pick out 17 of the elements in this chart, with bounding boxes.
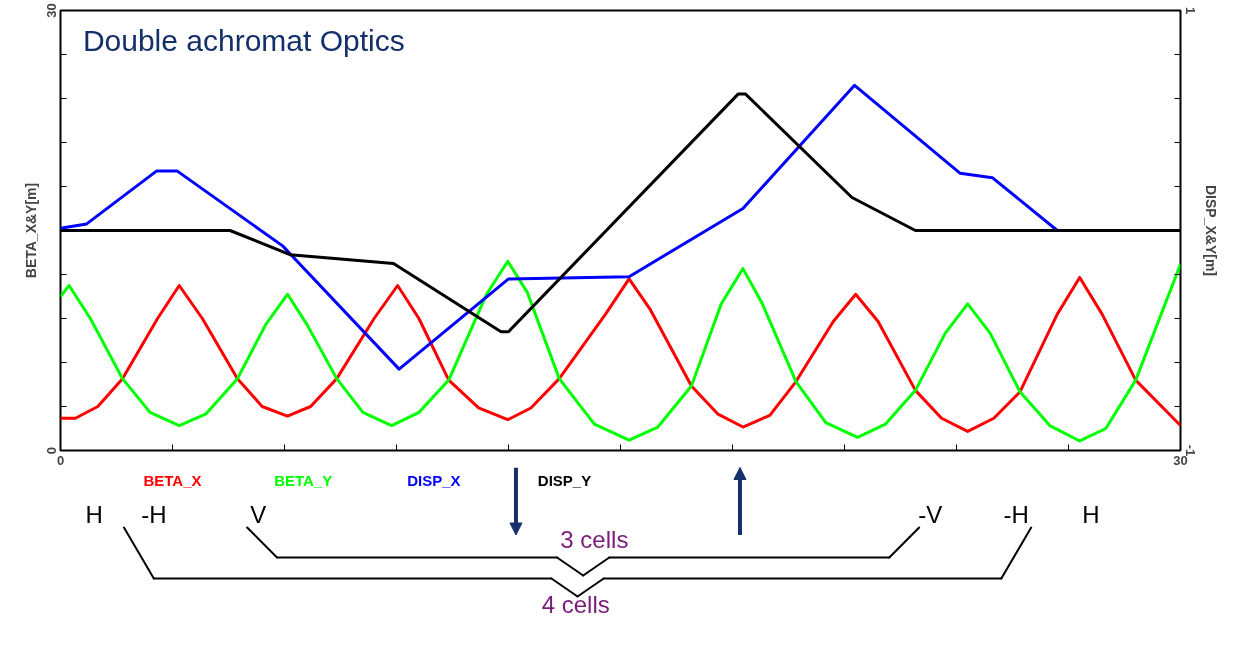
text: 4 cells xyxy=(541,590,610,618)
text: -H xyxy=(141,500,167,528)
text: DISP_X xyxy=(407,471,461,489)
text: -H xyxy=(1003,500,1029,528)
y2-tick-label: 1 xyxy=(1182,6,1198,15)
text: BETA_X xyxy=(143,471,202,489)
text: V xyxy=(250,500,267,528)
text: 3 cells xyxy=(560,526,629,553)
y2-axis-title: DISP_X&Y[m] xyxy=(1202,184,1219,277)
text: DISP_Y xyxy=(537,471,592,489)
text: -V xyxy=(918,500,943,528)
text: H xyxy=(85,500,103,528)
y2-tick-label: -1 xyxy=(1182,444,1198,457)
chart-title: Double achromat Optics xyxy=(82,23,405,57)
y-axis-title: BETA_X&Y[m] xyxy=(22,182,39,279)
text: BETA_Y xyxy=(274,471,333,489)
text: H xyxy=(1082,500,1100,528)
